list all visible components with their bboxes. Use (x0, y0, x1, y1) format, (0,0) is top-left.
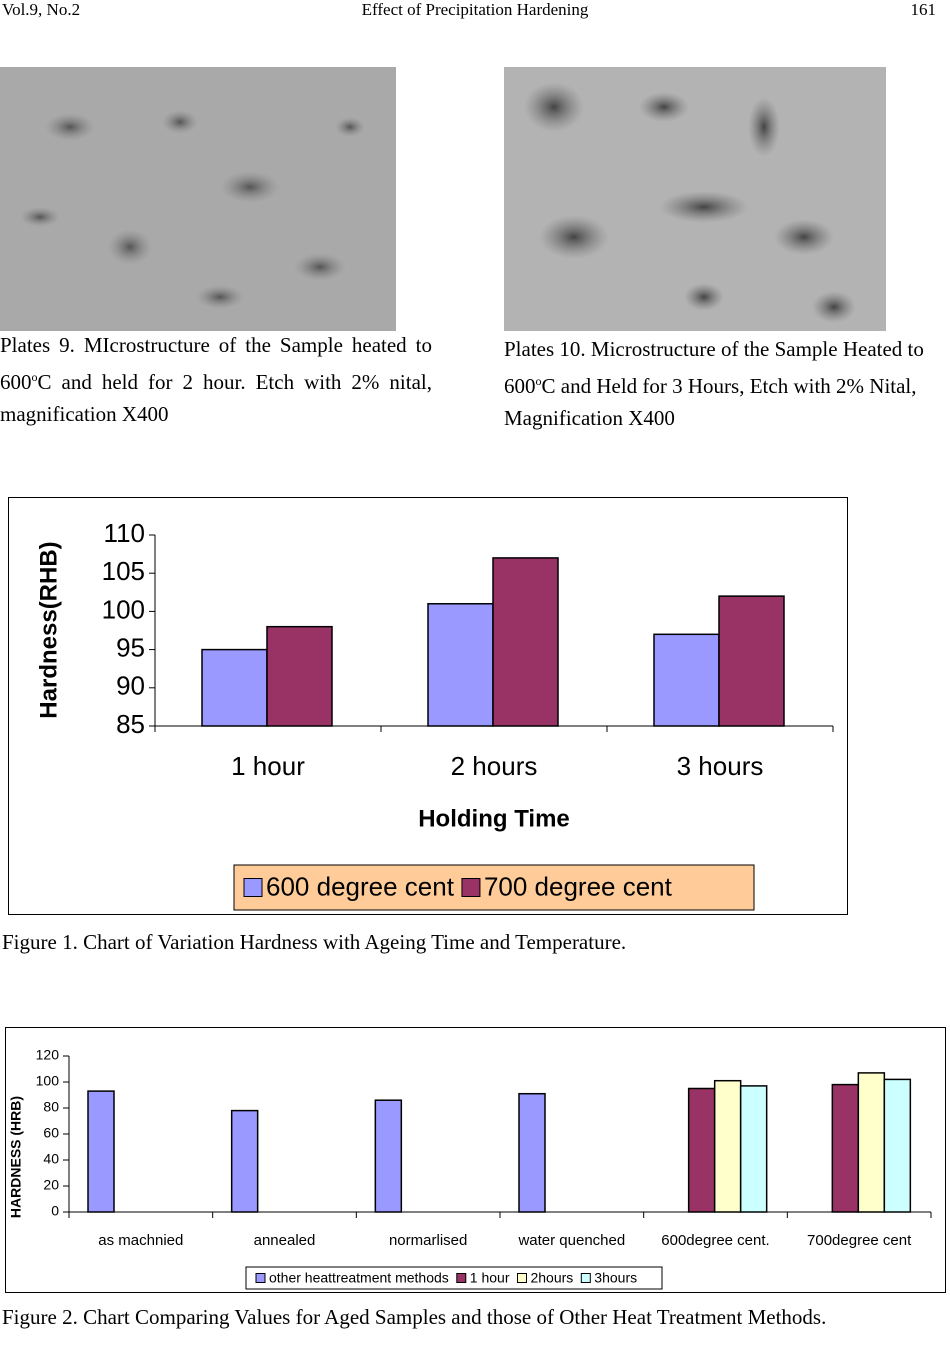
bar (230, 1109, 259, 1213)
caption-text: C and held for 2 hour. Etch with 2% nita… (0, 370, 432, 426)
y-tick-label: 105 (102, 556, 145, 586)
bar (687, 1087, 716, 1213)
x-tick-label: normarlised (389, 1232, 467, 1249)
chart-frame (5, 1027, 946, 1293)
legend-label: 1 hour (470, 1270, 510, 1286)
x-tick-label: 3 hours (677, 751, 764, 781)
y-tick-label: 95 (116, 632, 145, 662)
legend-label: 600 degree cent (266, 871, 455, 901)
y-tick-label: 20 (43, 1177, 59, 1193)
y-axis-label: Hardness(RHB) (35, 541, 62, 718)
y-tick-label: 60 (43, 1125, 59, 1141)
legend-swatch (580, 1273, 591, 1283)
bar (831, 1083, 860, 1213)
legend-box (245, 1266, 663, 1290)
legend-swatch (516, 1273, 527, 1283)
bar (492, 557, 559, 727)
y-tick-label: 90 (116, 671, 145, 701)
micrograph (504, 67, 886, 331)
y-axis-label: HARDNESS (HRB) (8, 1096, 24, 1218)
bar (883, 1078, 912, 1213)
bar (718, 595, 785, 727)
superscript: o (31, 370, 38, 384)
chart-frame (8, 497, 848, 915)
bar (87, 1090, 115, 1213)
page-number: 161 (910, 0, 937, 19)
header-left: Vol.9, No.2 (2, 0, 81, 19)
chart: 85 90 95 100 105 110 1 hour 2 hours 3 hours Holdi… (8, 497, 848, 915)
bar (857, 1072, 886, 1213)
bar (653, 633, 720, 727)
legend-label: other heattreatment methods (269, 1270, 449, 1286)
y-tick-label: 0 (51, 1203, 59, 1219)
bar (201, 648, 268, 727)
bar (266, 625, 333, 727)
chart: 0 20 40 60 80 100 120 as machnied annealed normar… (5, 1027, 946, 1293)
x-tick-label: as machnied (98, 1232, 183, 1249)
y-tick-label: 85 (116, 709, 145, 739)
bar (374, 1099, 403, 1213)
figure-caption: Figure 1. Chart of Variation Hardness wi… (2, 930, 627, 954)
legend-box (233, 864, 755, 911)
y-tick-label: 80 (43, 1099, 59, 1115)
micrograph (0, 67, 396, 331)
legend-label: 2hours (530, 1270, 573, 1286)
header-title: Effect of Precipitation Hardening (361, 0, 589, 19)
bar (713, 1079, 742, 1213)
y-tick-label: 40 (43, 1151, 59, 1167)
bar (427, 603, 494, 727)
legend-swatch (456, 1273, 467, 1283)
bar (739, 1085, 768, 1213)
legend-swatch (461, 878, 481, 897)
caption-text: C and Held for 3 Hours, Etch with 2% Nit… (504, 374, 917, 430)
x-tick-label: water quenched (517, 1232, 625, 1249)
bar (518, 1092, 546, 1213)
legend-label: 700 degree cent (484, 871, 673, 901)
x-tick-label: 600degree cent. (661, 1232, 769, 1249)
superscript: o (535, 374, 542, 388)
caption-text: Plates 10. Microstructure of the Sample … (504, 337, 924, 398)
plate-caption: Plates 10. Microstructure of the Sample … (504, 333, 944, 434)
y-tick-label: 100 (102, 594, 145, 624)
x-tick-label: annealed (254, 1232, 316, 1249)
legend-swatch (255, 1273, 266, 1283)
x-tick-label: 700degree cent (807, 1232, 912, 1249)
x-tick-label: 1 hour (231, 751, 305, 781)
caption-text: Plates 9. MIcrostructure of the Sample h… (0, 333, 432, 394)
plate-caption: Plates 9. MIcrostructure of the Sample h… (0, 329, 432, 430)
legend-label: 3hours (594, 1270, 637, 1286)
figure-caption: Figure 2. Chart Comparing Values for Age… (2, 1305, 827, 1329)
x-tick-label: 2 hours (451, 751, 538, 781)
legend-swatch (243, 878, 263, 897)
x-axis-label: Holding Time (418, 805, 570, 832)
y-tick-label: 120 (36, 1047, 60, 1063)
y-tick-label: 100 (36, 1073, 60, 1089)
y-tick-label: 110 (104, 518, 145, 548)
